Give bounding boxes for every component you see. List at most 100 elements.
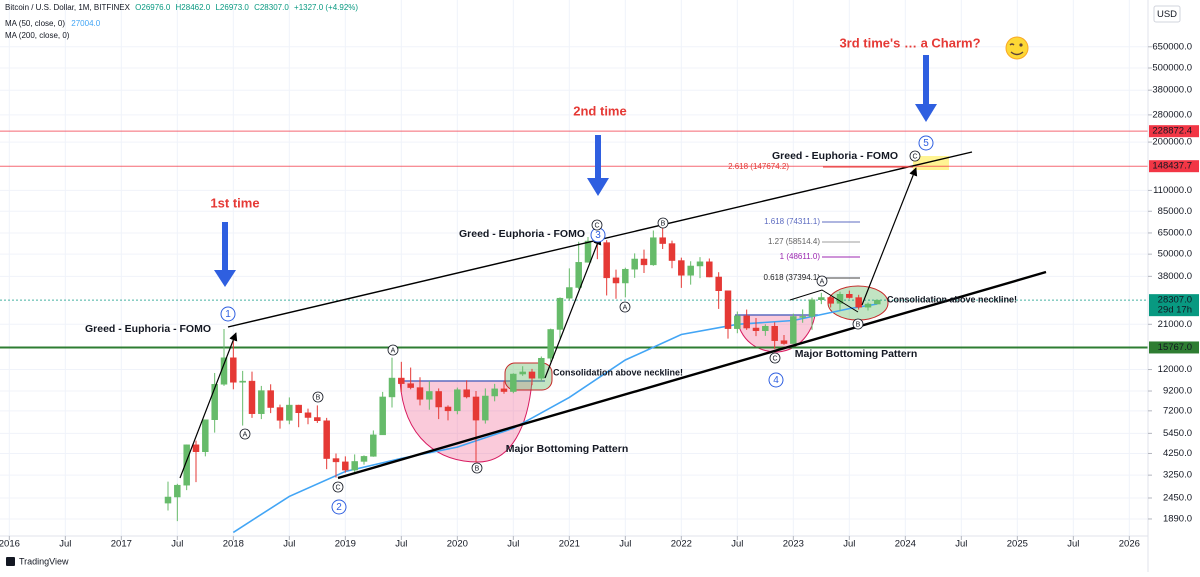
- x-tick-label: Jul: [395, 539, 407, 550]
- x-tick-label: Jul: [619, 539, 631, 550]
- y-tick-label: 65000.0: [1158, 227, 1192, 238]
- x-tick-label: 2016: [0, 539, 20, 550]
- x-tick-label: 2025: [1007, 539, 1028, 550]
- candle-body: [575, 262, 582, 288]
- fib-level: 0.618 (37394.1): [764, 273, 821, 282]
- wave-letter: C: [594, 222, 599, 229]
- brand-name: TradingView: [19, 556, 69, 566]
- candle-body: [678, 260, 685, 276]
- x-tick-label: Jul: [59, 539, 71, 550]
- brand: TradingView: [6, 556, 69, 566]
- indicator-legend: MA (50, close, 0) 27004.0: [5, 19, 101, 28]
- fib-level: 1.618 (74311.1): [764, 217, 820, 226]
- annotation: Consolidation above neckline!: [553, 367, 683, 377]
- candle-body: [500, 388, 508, 392]
- y-tick-label: 9200.0: [1163, 386, 1192, 397]
- candle-body: [286, 404, 293, 421]
- y-tick-label: 7200.0: [1163, 405, 1192, 416]
- y-tick-label: 200000.0: [1152, 137, 1192, 148]
- x-tick-label: Jul: [507, 539, 519, 550]
- wink-emoji: [1005, 36, 1029, 60]
- candle-body: [183, 444, 190, 486]
- ohlc-close: C28307.0: [254, 3, 289, 12]
- wave-number: 3: [595, 230, 601, 241]
- indicator-legend: MA (200, close, 0): [5, 31, 70, 40]
- candle-body: [258, 390, 265, 414]
- candle-body: [790, 316, 797, 344]
- wave-number-circle: [918, 135, 934, 151]
- candle-body: [846, 294, 853, 298]
- wave-number: 5: [923, 138, 929, 149]
- candle-body: [696, 261, 704, 267]
- x-tick-label: 2018: [223, 539, 244, 550]
- candle-body: [818, 297, 825, 300]
- candle-body: [603, 242, 610, 279]
- candle-body: [360, 456, 368, 462]
- candle-body: [762, 325, 769, 331]
- y-tick-label: 110000.0: [1153, 185, 1192, 196]
- annotation: Greed - Euphoria - FOMO: [459, 228, 585, 240]
- candle-body: [211, 384, 218, 420]
- candle-body: [164, 496, 172, 504]
- indicator-name: MA (50, close, 0): [5, 19, 65, 28]
- wave-letter: A: [243, 431, 248, 438]
- fib-level: 1 (48611.0): [780, 252, 821, 261]
- candle-body: [640, 258, 648, 266]
- annotation: Greed - Euphoria - FOMO: [85, 323, 211, 335]
- candle-body: [659, 237, 666, 244]
- bottoming-bowl: [399, 380, 533, 463]
- candles: [164, 228, 881, 522]
- candle-body: [202, 419, 209, 453]
- wave-letter-circle: [332, 481, 344, 493]
- candle-body: [379, 396, 386, 436]
- y-tick-label: 38000.0: [1158, 271, 1192, 282]
- wave-letter: B: [316, 394, 321, 401]
- candle-body: [239, 380, 246, 383]
- x-tick-label: 2020: [447, 539, 468, 550]
- candle-body: [482, 395, 489, 421]
- blue-arrow: [214, 222, 236, 287]
- candle-body: [295, 404, 302, 414]
- candle-body: [874, 299, 881, 305]
- wave-letter-circle: [619, 301, 631, 313]
- x-tick-label: Jul: [731, 539, 743, 550]
- ohlc-open: O26976.0: [135, 3, 171, 12]
- candle-body: [771, 325, 778, 341]
- candle-body: [631, 258, 638, 270]
- candle-body: [174, 484, 181, 498]
- annotation: Consolidation above neckline!: [887, 294, 1017, 304]
- currency: USD: [1157, 9, 1177, 20]
- candle-body: [547, 329, 554, 359]
- y-tick-label: 5450.0: [1163, 428, 1192, 439]
- candle-body: [388, 377, 396, 398]
- blue-arrow: [915, 55, 937, 122]
- x-tick-label: 2023: [783, 539, 804, 550]
- candle-body: [351, 461, 358, 471]
- annotation: Major Bottoming Pattern: [506, 443, 629, 455]
- wave-letter: B: [661, 220, 666, 227]
- candle-body: [444, 406, 452, 412]
- candle-body: [622, 268, 629, 284]
- y-tick-label: 50000.0: [1158, 249, 1192, 260]
- candle-body: [752, 327, 760, 331]
- wave-letter: B: [856, 321, 861, 328]
- price-label: 15767.0: [1158, 342, 1192, 353]
- trend-arrow: [179, 332, 238, 479]
- candle-body: [491, 388, 498, 397]
- y-tick-label: 3250.0: [1163, 470, 1192, 481]
- y-tick-label: 2450.0: [1163, 493, 1192, 504]
- wave-letter: A: [820, 278, 825, 285]
- fib-level: 1.27 (58514.4): [768, 237, 820, 246]
- candle-body: [426, 391, 433, 400]
- y-tick-label: 12000.0: [1158, 364, 1192, 375]
- price-label: 28307.0: [1158, 295, 1192, 306]
- currency-box: [1153, 5, 1181, 23]
- x-tick-label: 2019: [335, 539, 356, 550]
- ohlc-high: H28462.0: [176, 3, 211, 12]
- wave-letter-circle: [591, 219, 603, 231]
- y-tick-label: 1890.0: [1163, 513, 1192, 524]
- wave-letter-circle: [312, 391, 324, 403]
- candle-body: [332, 458, 340, 463]
- candle-body: [528, 371, 536, 379]
